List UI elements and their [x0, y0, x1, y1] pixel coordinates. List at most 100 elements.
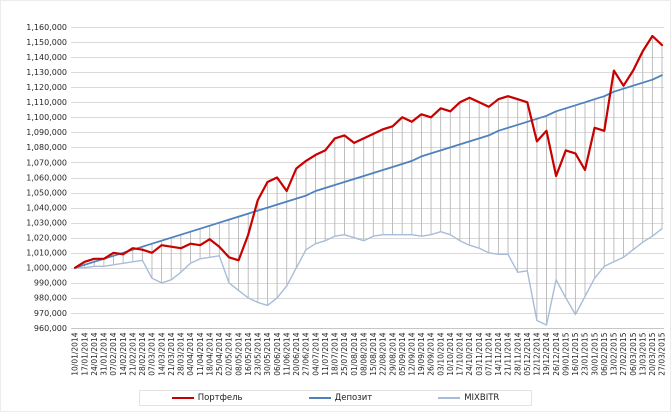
- y-tick-label: 1,080,000: [26, 143, 67, 152]
- legend-label-portfolio: Портфель: [197, 393, 243, 403]
- x-tick-label: 07/03/2014: [148, 332, 157, 375]
- x-tick-label: 16/01/2015: [571, 332, 580, 375]
- y-tick-label: 1,120,000: [26, 83, 67, 92]
- legend-box: Портфель Депозит MIXBITR: [138, 390, 533, 406]
- x-tick-label: 12/09/2014: [408, 332, 417, 375]
- series-line-deposit[interactable]: [74, 74, 663, 269]
- x-tick-label: 04/07/2014: [311, 332, 320, 375]
- legend-item-mixbitr[interactable]: MIXBITR: [438, 393, 499, 403]
- x-tick-label: 05/12/2014: [523, 332, 532, 375]
- x-tick-label: 20/03/2015: [648, 332, 657, 375]
- x-tick-label: 20/06/2014: [292, 332, 301, 375]
- x-tick-label: 31/01/2014: [100, 332, 109, 375]
- y-tick-label: 970,000: [34, 309, 67, 318]
- x-tick-label: 24/10/2014: [465, 332, 474, 375]
- y-tick-label: 960,000: [34, 324, 67, 333]
- x-tick-label: 03/10/2014: [436, 332, 445, 375]
- y-tick-label: 1,050,000: [26, 188, 67, 197]
- y-tick-label: 1,090,000: [26, 128, 67, 137]
- legend: Портфель Депозит MIXBITR: [1, 390, 670, 406]
- x-tick-label: 15/08/2014: [369, 332, 378, 375]
- y-tick-label: 1,150,000: [26, 38, 67, 47]
- legend-item-portfolio[interactable]: Портфель: [171, 393, 243, 403]
- x-tick-label: 19/09/2014: [417, 332, 426, 375]
- x-tick-label: 06/03/2015: [629, 332, 638, 375]
- x-tick-label: 08/05/2014: [234, 332, 243, 375]
- series-line-mixbitr[interactable]: [74, 227, 663, 326]
- legend-item-deposit[interactable]: Депозит: [308, 393, 373, 403]
- x-tick-label: 17/01/2014: [80, 332, 89, 375]
- x-tick-label: 17/10/2014: [456, 332, 465, 375]
- x-tick-label: 22/08/2014: [379, 332, 388, 375]
- y-tick-label: 1,020,000: [26, 234, 67, 243]
- x-tick-label: 10/01/2014: [71, 332, 80, 375]
- x-tick-label: 09/01/2015: [561, 332, 570, 375]
- legend-swatch-mixbitr-icon: [438, 397, 461, 399]
- x-tick-label: 13/02/2015: [610, 332, 619, 375]
- x-tick-label: 24/01/2014: [90, 332, 99, 375]
- x-tick-label: 21/03/2014: [167, 332, 176, 375]
- x-tick-label: 05/09/2014: [398, 332, 407, 375]
- x-tick-label: 11/06/2014: [282, 332, 291, 375]
- y-tick-label: 1,100,000: [26, 113, 67, 122]
- y-tick-label: 1,110,000: [26, 98, 67, 107]
- y-tick-label: 990,000: [34, 279, 67, 288]
- legend-label-mixbitr: MIXBITR: [464, 393, 500, 403]
- x-tick-label: 28/11/2014: [513, 332, 522, 375]
- y-tick-label: 1,130,000: [26, 68, 67, 77]
- x-tick-label: 28/02/2014: [138, 332, 147, 375]
- y-tick-label: 1,060,000: [26, 173, 67, 182]
- x-tick-label: 18/07/2014: [331, 332, 340, 375]
- x-tick-label: 27/03/2015: [658, 332, 667, 375]
- y-tick-label: 1,040,000: [26, 203, 67, 212]
- legend-swatch-deposit-icon: [308, 397, 331, 399]
- x-tick-label: 06/02/2015: [600, 332, 609, 375]
- x-tick-label: 14/11/2014: [494, 332, 503, 375]
- x-tick-label: 04/04/2014: [186, 332, 195, 375]
- x-tick-label: 01/08/2014: [350, 332, 359, 375]
- x-tick-label: 08/08/2014: [359, 332, 368, 375]
- x-tick-label: 19/12/2014: [542, 332, 551, 375]
- x-tick-label: 27/02/2015: [619, 332, 628, 375]
- y-tick-label: 1,160,000: [26, 23, 67, 32]
- x-tick-label: 26/09/2014: [427, 332, 436, 375]
- x-tick-label: 23/05/2014: [254, 332, 263, 375]
- x-tick-label: 11/04/2014: [196, 332, 205, 375]
- x-tick-label: 21/11/2014: [504, 332, 513, 375]
- x-tick-label: 21/02/2014: [128, 332, 137, 375]
- x-tick-label: 13/03/2015: [638, 332, 647, 375]
- legend-label-deposit: Депозит: [334, 393, 373, 403]
- y-axis-labels: 960,000 970,000 980,000 990,000 1,000,000 1,0…: [26, 23, 67, 333]
- x-tick-label: 14/03/2014: [157, 332, 166, 375]
- x-tick-label: 07/02/2014: [109, 332, 118, 375]
- x-tick-label: 10/10/2014: [446, 332, 455, 375]
- y-gridlines: [71, 27, 664, 329]
- series-line-portfolio[interactable]: [73, 34, 664, 269]
- x-tick-label: 11/07/2014: [321, 332, 330, 375]
- x-tick-label: 30/01/2015: [590, 332, 599, 375]
- high-low-lines: [84, 36, 663, 325]
- x-tick-label: 02/05/2014: [225, 332, 234, 375]
- x-tick-label: 28/03/2014: [177, 332, 186, 375]
- x-tick-label: 26/12/2014: [552, 332, 561, 375]
- y-tick-label: 1,140,000: [26, 53, 67, 62]
- x-tick-label: 18/04/2014: [205, 332, 214, 375]
- x-tick-label: 23/01/2015: [581, 332, 590, 375]
- legend-swatch-portfolio-icon: [171, 397, 194, 399]
- x-tick-label: 07/11/2014: [484, 332, 493, 375]
- y-tick-label: 1,030,000: [26, 218, 67, 227]
- x-tick-label: 14/02/2014: [119, 332, 128, 375]
- x-tick-label: 27/06/2014: [302, 332, 311, 375]
- x-tick-label: 25/04/2014: [215, 332, 224, 375]
- x-tick-label: 16/05/2014: [244, 332, 253, 375]
- x-tick-label: 30/05/2014: [263, 332, 272, 375]
- x-tick-label: 25/07/2014: [340, 332, 349, 375]
- y-tick-label: 1,070,000: [26, 158, 67, 167]
- x-tick-label: 03/11/2014: [475, 332, 484, 375]
- x-tick-label: 12/12/2014: [533, 332, 542, 375]
- x-tick-label: 29/08/2014: [388, 332, 397, 375]
- y-tick-label: 980,000: [34, 294, 67, 303]
- x-axis-labels: 10/01/2014 17/01/2014 24/01/2014 31/01/2014…: [71, 332, 667, 375]
